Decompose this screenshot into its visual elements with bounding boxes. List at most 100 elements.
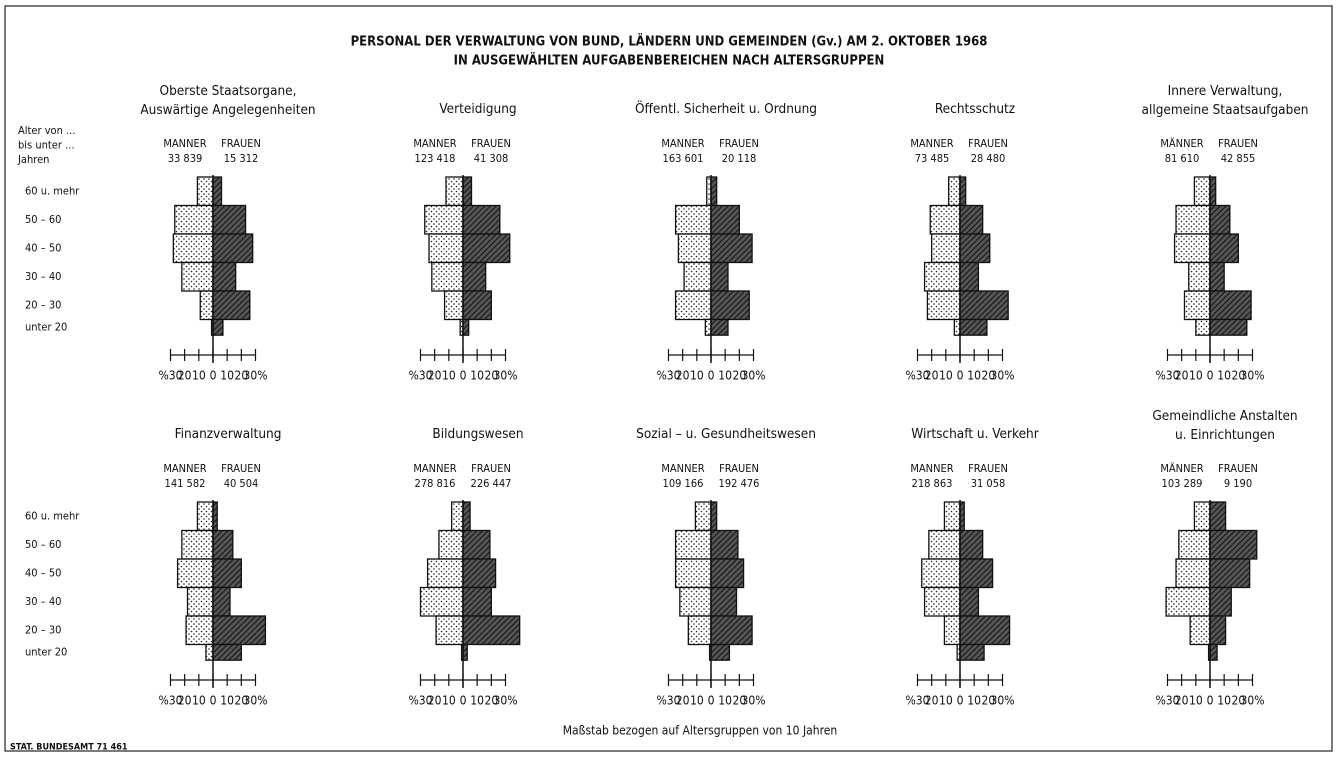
bar bbox=[674, 290, 712, 321]
bar bbox=[462, 204, 501, 235]
bar bbox=[174, 204, 214, 235]
x-tick-label: 10 bbox=[442, 369, 456, 383]
bar bbox=[710, 233, 753, 264]
age-label: 60 u. mehr bbox=[25, 509, 80, 522]
x-tick-label: 0 bbox=[210, 369, 217, 383]
x-tick-label: 30% bbox=[244, 369, 268, 383]
bar bbox=[923, 261, 961, 292]
total-label: 81 610 bbox=[1165, 152, 1200, 165]
bar bbox=[710, 204, 740, 235]
age-axis-label: Alter von ... bbox=[18, 124, 75, 137]
bar bbox=[462, 290, 492, 321]
bar bbox=[1209, 261, 1225, 292]
x-tick-label: 10 bbox=[220, 694, 234, 708]
age-label: 40 – 50 bbox=[25, 566, 61, 579]
bar bbox=[462, 586, 492, 617]
bar bbox=[683, 261, 712, 292]
total-label: 9 190 bbox=[1224, 477, 1252, 490]
bar bbox=[959, 318, 988, 336]
total-label: 123 418 bbox=[415, 152, 456, 165]
bar bbox=[926, 290, 961, 321]
x-tick-label: 10 bbox=[220, 369, 234, 383]
bar bbox=[928, 529, 961, 560]
x-tick-label: 10 bbox=[967, 694, 981, 708]
legend-label: MANNER bbox=[910, 462, 953, 475]
x-tick-label: 20 bbox=[676, 694, 690, 708]
age-label: 60 u. mehr bbox=[25, 184, 80, 197]
x-tick-label: 20 bbox=[178, 369, 192, 383]
bar bbox=[1175, 558, 1211, 589]
x-tick-label: 30% bbox=[742, 369, 766, 383]
x-tick-label: 0 bbox=[1207, 694, 1214, 708]
bar bbox=[185, 615, 214, 646]
bar bbox=[462, 558, 497, 589]
x-tick-label: 30% bbox=[494, 694, 518, 708]
chart-title: Sozial – u. Gesundheitswesen bbox=[636, 426, 816, 442]
x-tick-label: 30% bbox=[991, 369, 1015, 383]
x-tick-label: %30 bbox=[1156, 369, 1180, 383]
frame bbox=[4, 5, 1333, 752]
x-tick-label: 20 bbox=[981, 369, 995, 383]
x-tick-label: %30 bbox=[657, 694, 681, 708]
bar bbox=[674, 558, 712, 589]
age-label: 20 – 30 bbox=[25, 623, 61, 636]
bar bbox=[1209, 318, 1248, 336]
bar bbox=[212, 586, 231, 617]
page-title: IN AUSGEWÄHLTEN AUFGABENBEREICHEN NACH A… bbox=[454, 53, 885, 69]
bar bbox=[462, 176, 473, 207]
total-label: 15 312 bbox=[224, 152, 259, 165]
x-tick-label: 30% bbox=[742, 694, 766, 708]
total-label: 109 166 bbox=[663, 477, 704, 490]
bar bbox=[694, 501, 712, 532]
bar bbox=[435, 615, 464, 646]
bar bbox=[704, 318, 712, 336]
bar bbox=[424, 204, 464, 235]
chart-title: Gemeindliche Anstalten bbox=[1152, 408, 1297, 424]
total-label: 73 485 bbox=[915, 152, 950, 165]
bar bbox=[959, 204, 984, 235]
x-tick-label: 10 bbox=[442, 694, 456, 708]
bar bbox=[212, 204, 247, 235]
bar bbox=[710, 318, 729, 336]
bar bbox=[462, 233, 511, 264]
legend-label: MANNER bbox=[413, 137, 456, 150]
legend-label: FRAUEN bbox=[968, 462, 1008, 475]
bar bbox=[212, 643, 242, 661]
bar bbox=[959, 586, 980, 617]
chart-title: u. Einrichtungen bbox=[1175, 427, 1275, 443]
bar bbox=[462, 318, 470, 336]
legend-label: MANNER bbox=[163, 137, 206, 150]
page-title: PERSONAL DER VERWALTUNG VON BUND, LÄNDER… bbox=[351, 34, 988, 50]
bar bbox=[1193, 176, 1211, 207]
legend-label: FRAUEN bbox=[1218, 137, 1258, 150]
x-tick-label: 20 bbox=[178, 694, 192, 708]
bar bbox=[959, 176, 967, 207]
total-label: 141 582 bbox=[165, 477, 206, 490]
chart-title: Innere Verwaltung, bbox=[1168, 83, 1283, 99]
legend-label: MÄNNER bbox=[1160, 462, 1203, 475]
age-label: unter 20 bbox=[25, 645, 67, 658]
bar bbox=[674, 204, 712, 235]
bar bbox=[205, 643, 214, 661]
x-tick-label: 0 bbox=[460, 369, 467, 383]
bar bbox=[1183, 290, 1211, 321]
bar bbox=[462, 529, 491, 560]
bar bbox=[462, 261, 487, 292]
chart-title: Wirtschaft u. Verkehr bbox=[911, 426, 1039, 442]
bar bbox=[710, 261, 729, 292]
x-tick-label: 10 bbox=[718, 369, 732, 383]
bar bbox=[710, 615, 753, 646]
bar bbox=[212, 615, 267, 646]
legend-label: FRAUEN bbox=[968, 137, 1008, 150]
x-tick-label: 10 bbox=[192, 369, 206, 383]
bar bbox=[1209, 558, 1251, 589]
bar bbox=[172, 233, 214, 264]
total-label: 40 504 bbox=[224, 477, 259, 490]
chart-title: allgemeine Staatsaufgaben bbox=[1142, 102, 1309, 118]
bar bbox=[953, 318, 961, 336]
bar bbox=[462, 501, 471, 532]
bar bbox=[181, 261, 214, 292]
total-label: 20 118 bbox=[722, 152, 757, 165]
x-tick-label: %30 bbox=[906, 694, 930, 708]
total-label: 33 839 bbox=[168, 152, 203, 165]
